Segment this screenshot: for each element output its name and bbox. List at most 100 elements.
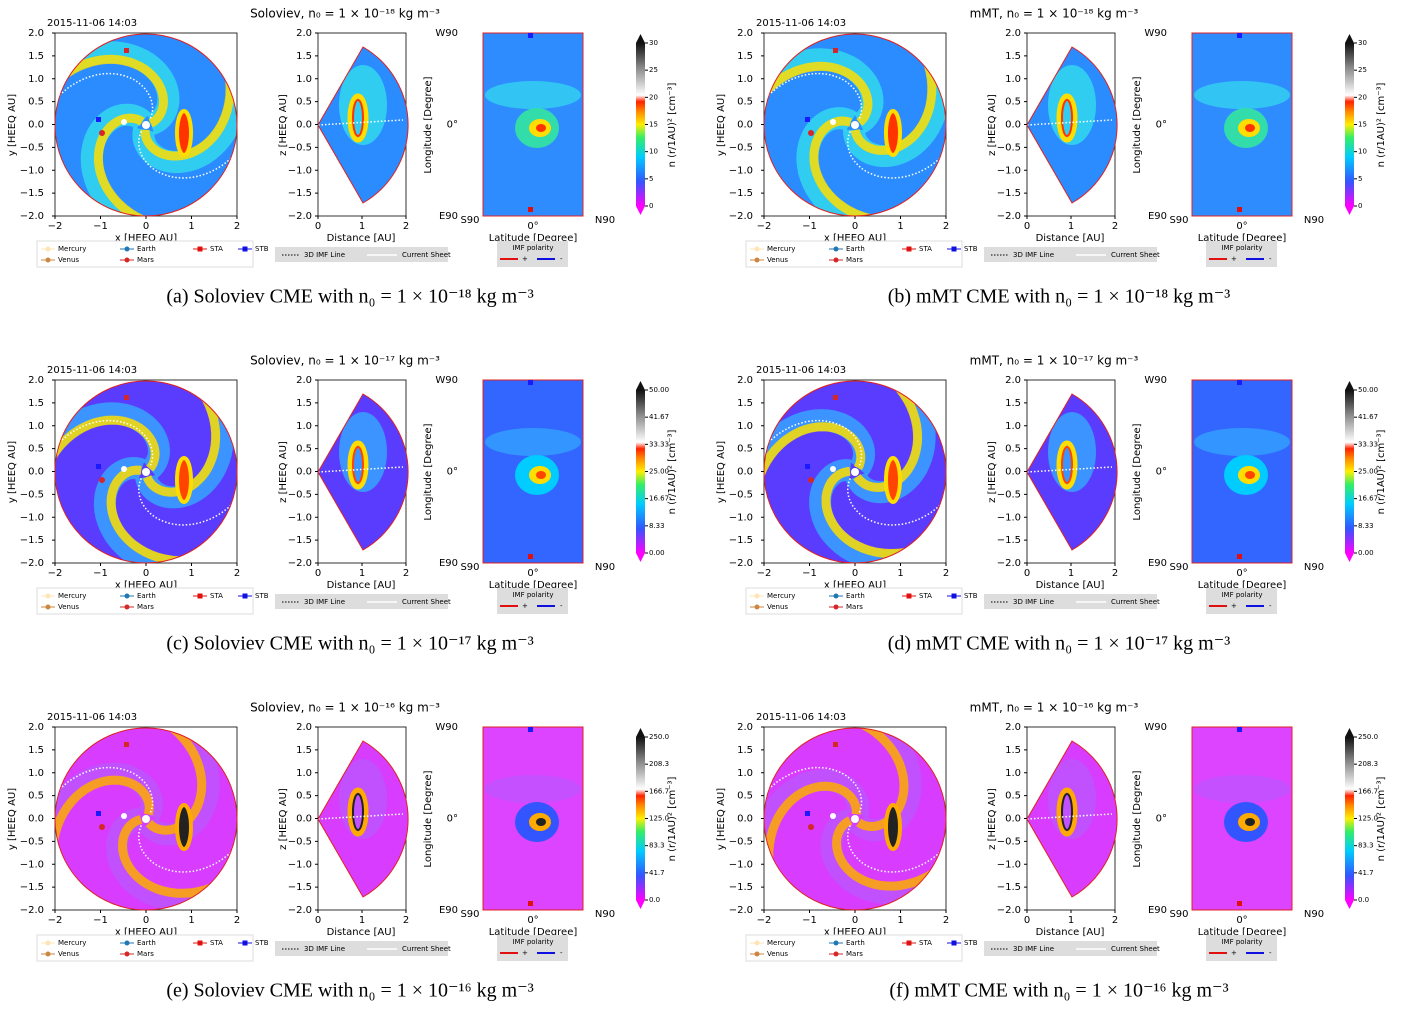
legend-label: Mars (846, 603, 863, 611)
legend-marker (951, 246, 957, 252)
legend-marker (754, 940, 760, 946)
legend-label: Venus (767, 256, 788, 264)
earth (830, 119, 836, 125)
colorbar-tick-label: 41.7 (649, 869, 665, 877)
y-tick-label: 1.5 (1005, 51, 1021, 62)
cme (884, 803, 902, 851)
colorbar-tick-label: 41.7 (1358, 869, 1374, 877)
y-tick-label: −0.5 (20, 142, 44, 153)
y-tick-label: −0.5 (729, 836, 753, 847)
legend-title: IMF polarity (512, 938, 553, 946)
y-tick-label: E90 (1148, 905, 1167, 916)
legend-title: IMF polarity (1221, 938, 1262, 946)
colorbar-tick-label: 20 (649, 93, 658, 101)
stb (96, 811, 101, 816)
x-label: Latitude [Degree] (489, 927, 578, 938)
y-tick-label: −1.0 (288, 859, 312, 870)
colorbar-label: n (r/1AU)² [cm⁻³] (1376, 776, 1387, 861)
y-tick-label: −1.5 (20, 535, 44, 546)
y-tick-label: 0.0 (296, 120, 312, 131)
y-tick-label: 1.0 (1005, 768, 1021, 779)
legend-marker (754, 604, 760, 610)
cme (884, 109, 902, 157)
legend-label: STA (919, 245, 932, 253)
stb-marker (1237, 33, 1242, 38)
y-tick-label: 0.5 (1005, 791, 1021, 802)
y-tick-label: −1.5 (20, 882, 44, 893)
panel-title: mMT, n₀ = 1 × 10⁻¹⁸ kg m⁻³ (970, 7, 1139, 21)
wedge-edge (1026, 46, 1118, 204)
y-tick-label: W90 (435, 375, 458, 386)
colorbar-top (1345, 381, 1354, 390)
sta (124, 742, 129, 747)
y-tick-label: −2.0 (729, 905, 753, 916)
y-label: Longitude [Degree] (1132, 423, 1143, 520)
earth (121, 813, 127, 819)
x-label: x [HEEQ AU] (115, 233, 177, 244)
legend-label: STB (964, 245, 978, 253)
x-tick-label: 0 (1024, 568, 1030, 579)
x-tick-label: S90 (460, 562, 479, 573)
colorbar-label: n (r/1AU)² [cm⁻³] (1376, 82, 1387, 167)
x-tick-label: 0 (315, 221, 321, 232)
colorbar-top (636, 728, 645, 737)
x-tick-label: −2 (757, 221, 772, 232)
y-tick-label: 0.5 (1005, 444, 1021, 455)
x-tick-label: 1 (897, 221, 903, 232)
x-label: Distance [AU] (1036, 233, 1105, 244)
y-tick-label: −1.0 (20, 859, 44, 870)
colorbar-tick-label: 41.67 (649, 413, 669, 421)
x-tick-label: −2 (757, 915, 772, 926)
colorbar-bottom (636, 900, 645, 909)
y-tick-label: −1.0 (729, 512, 753, 523)
legend-label: + (522, 949, 528, 957)
date: 2015-11-06 14:03 (47, 18, 137, 29)
density-band (764, 61, 873, 183)
y-tick-label: −1.5 (997, 188, 1021, 199)
x-tick-label: −2 (48, 221, 63, 232)
legend-label: STA (919, 939, 932, 947)
panel: mMT, n₀ = 1 × 10⁻¹⁸ kg m⁻³ 2015-11-06 14:… (716, 7, 1387, 308)
y-tick-label: 0.0 (737, 814, 753, 825)
y-tick-label: −1.0 (997, 512, 1021, 523)
sun (142, 468, 150, 476)
sta (833, 395, 838, 400)
x-label: Distance [AU] (327, 927, 396, 938)
legend-label: Earth (137, 939, 156, 947)
legend-label: Venus (58, 950, 79, 958)
colorbar-top (1345, 728, 1354, 737)
colorbar-tick-label: 10 (649, 148, 658, 156)
colorbar-tick-label: 5 (1358, 175, 1362, 183)
stb-marker (528, 380, 533, 385)
colorbar-tick-label: 16.67 (649, 495, 669, 503)
legend-label: - (560, 255, 563, 263)
mars (99, 477, 105, 483)
caption: (d) mMT CME with n₀ = 1 × 10⁻¹⁷ kg m⁻³ (888, 633, 1231, 655)
x-tick-label: 0° (1236, 915, 1247, 926)
colorbar-tick-label: 208.3 (1358, 760, 1378, 768)
x-tick-label: S90 (1169, 215, 1188, 226)
map-band (1194, 775, 1290, 803)
x-label: Latitude [Degree] (1198, 927, 1287, 938)
y-tick-label: 2.0 (28, 28, 44, 39)
y-tick-label: −2.0 (729, 211, 753, 222)
y-tick-label: 1.0 (296, 421, 312, 432)
colorbar (636, 43, 645, 206)
y-tick-label: 1.0 (737, 74, 753, 85)
legend-title: IMF polarity (512, 591, 553, 599)
y-label: z [HEEQ AU] (987, 788, 998, 850)
panel: Soloviev, n₀ = 1 × 10⁻¹⁶ kg m⁻³ 2015-11-0… (7, 701, 678, 1002)
cme-core (352, 446, 364, 484)
legend-label: Mars (846, 256, 863, 264)
x-label: x [HEEQ AU] (824, 233, 886, 244)
y-tick-label: 1.0 (296, 768, 312, 779)
colorbar-tick-label: 250.0 (649, 733, 669, 741)
colorbar-tick-label: 10 (1358, 148, 1367, 156)
legend-label: + (522, 602, 528, 610)
equatorial-map (764, 381, 946, 563)
density-band (55, 775, 154, 910)
legend-label: STB (255, 939, 269, 947)
legend-label: - (560, 602, 563, 610)
panel-title: Soloviev, n₀ = 1 × 10⁻¹⁶ kg m⁻³ (250, 701, 440, 715)
map-peak (536, 818, 546, 826)
